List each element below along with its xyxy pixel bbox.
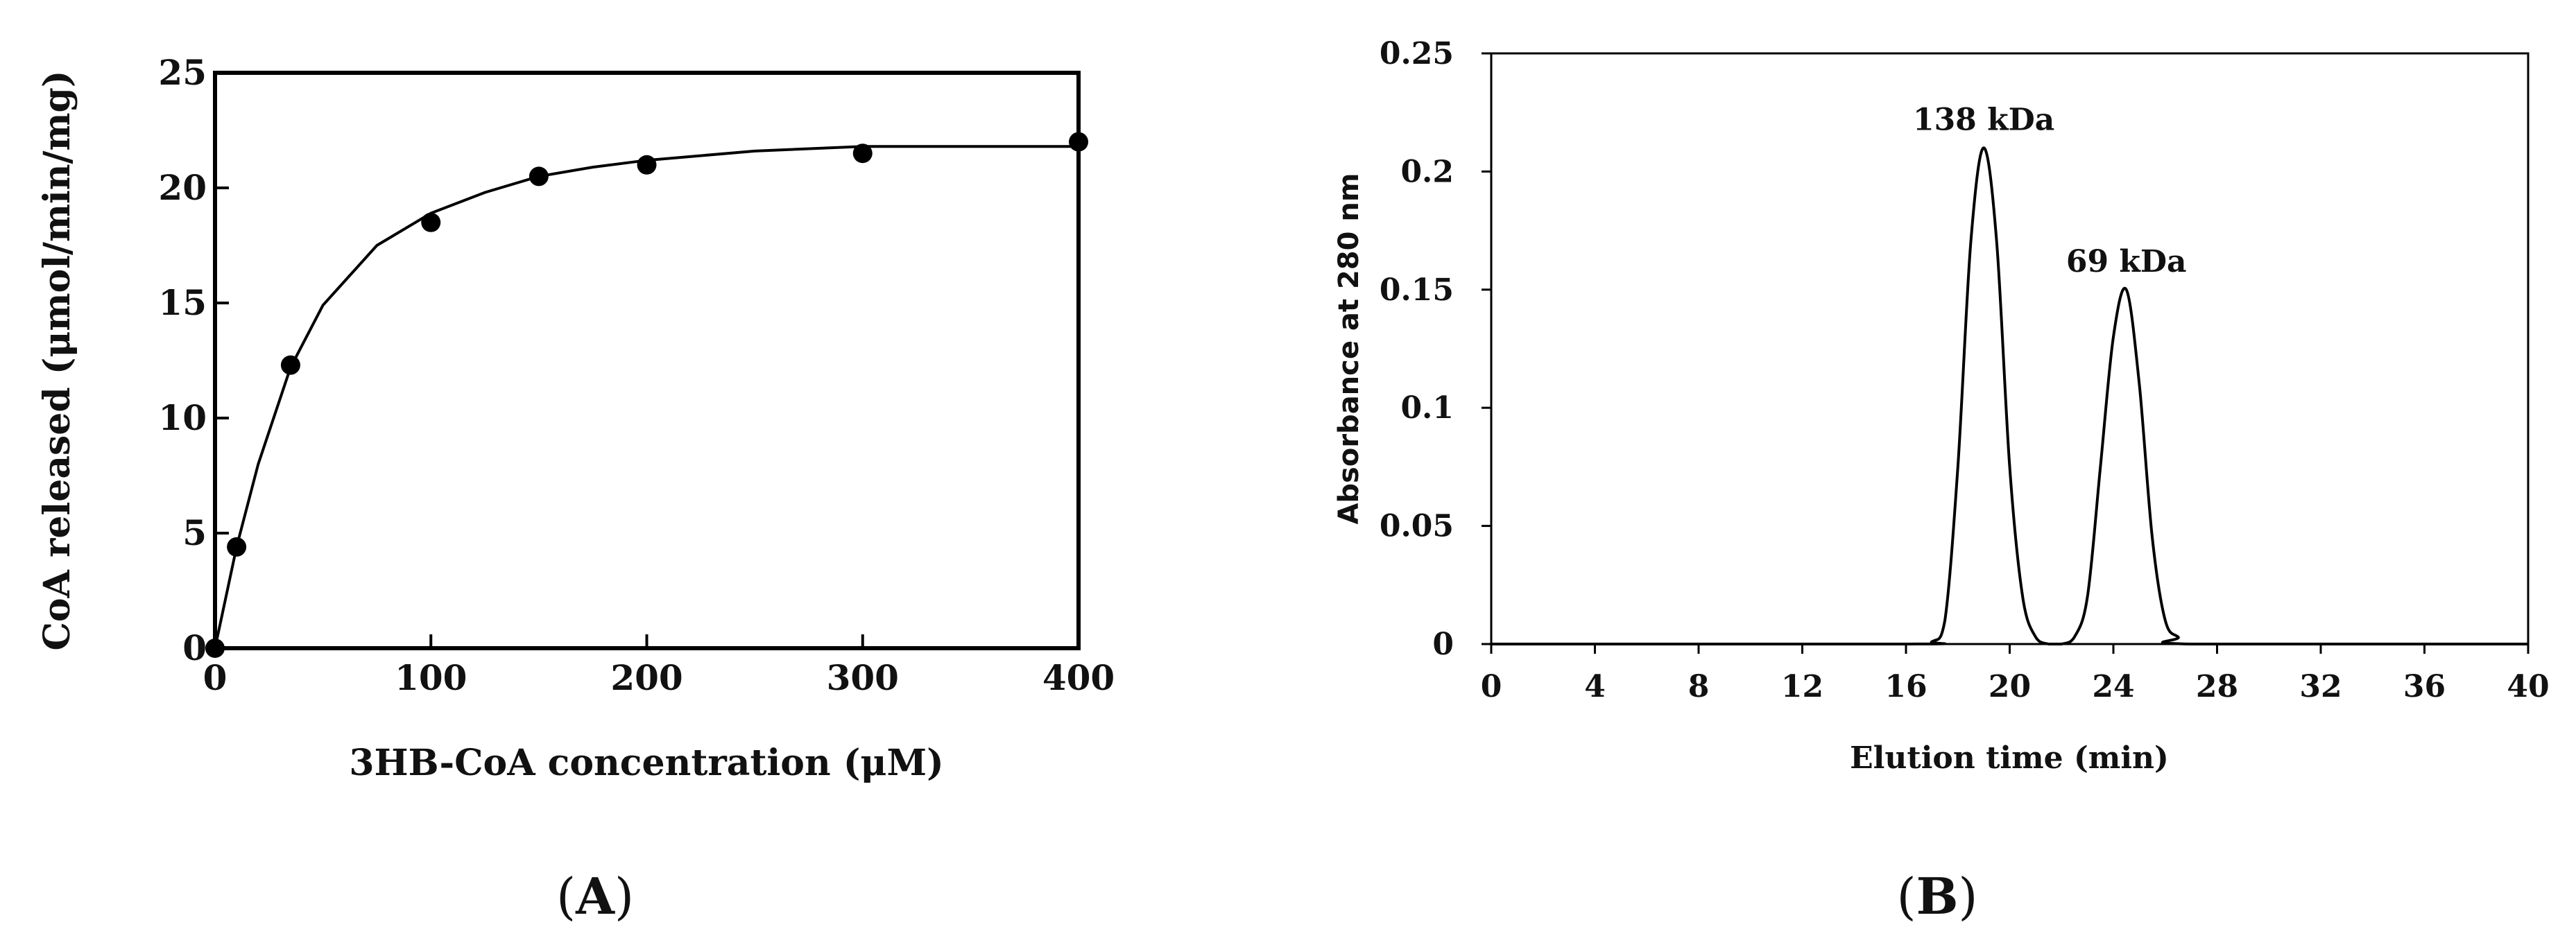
y-tick-label-a: 15 [158, 282, 207, 323]
data-point [227, 537, 247, 557]
x-tick-label-a: 200 [610, 657, 682, 698]
panel-letter-a: A [575, 867, 615, 926]
plot-frame-b [1490, 52, 2530, 645]
y-axis-title-b: Absorbance at 280 nm [1333, 173, 1365, 524]
x-tick-label-a: 400 [1042, 657, 1115, 698]
y-axis-ticks-b: 0 0.05 0.1 0.15 0.2 0.25 [1380, 36, 1491, 662]
data-point [637, 155, 657, 175]
panel-label-b: (B) [1896, 867, 1977, 926]
x-axis-title-a: 3HB-CoA concentration (μM) [349, 742, 943, 784]
x-tick-label-b: 24 [2092, 669, 2134, 704]
y-tick-label-a: 25 [158, 52, 207, 93]
x-tick-label-b: 32 [2299, 669, 2342, 704]
y-tick-label-a: 20 [158, 167, 207, 208]
data-point [529, 166, 549, 186]
peak-label: 69 kDa [2066, 244, 2187, 279]
peak-label: 138 kDa [1913, 102, 2054, 137]
x-axis-ticks-b: 0 4 8 12 16 20 24 28 32 36 40 [1481, 644, 2550, 704]
fit-curve [214, 145, 1079, 649]
x-tick-label-a: 300 [827, 657, 899, 698]
data-point [421, 212, 441, 232]
y-tick-label-b: 0.1 [1400, 390, 1454, 426]
x-tick-label-a: 0 [203, 657, 227, 698]
panel-label-a: (A) [556, 867, 634, 926]
x-tick-label-b: 0 [1481, 669, 1502, 704]
data-point [280, 355, 300, 375]
y-tick-label-b: 0.15 [1380, 272, 1454, 308]
chart-panel-a: 0 5 10 15 20 25 0 100 200 300 400 3HB-CoA concent… [36, 52, 1115, 926]
y-axis-title-a: CoA released (μmol/min/mg) [36, 70, 78, 650]
data-point [852, 144, 873, 164]
x-tick-label-b: 16 [1884, 669, 1927, 704]
chromatogram-line [1491, 146, 2528, 646]
y-tick-label-a: 0 [182, 627, 207, 668]
x-tick-label-b: 8 [1688, 669, 1710, 704]
peak-annotations: 138 kDa 69 kDa [1913, 102, 2187, 279]
y-tick-label-b: 0.25 [1380, 36, 1454, 71]
y-tick-label-b: 0 [1432, 627, 1454, 662]
y-tick-label-a: 5 [182, 512, 207, 553]
x-tick-label-b: 4 [1584, 669, 1606, 704]
data-points-a [205, 132, 1088, 658]
x-tick-label-b: 12 [1781, 669, 1823, 704]
data-point [1069, 132, 1088, 152]
chart-panel-b: 00.050.10.150.20.25 0 4 8 12 16 20 24 28 32 36 40 … [1333, 36, 2550, 926]
x-tick-label-b: 20 [1989, 669, 2031, 704]
data-point [205, 639, 225, 658]
y-tick-label-b: 0.2 [1400, 154, 1454, 189]
panel-letter-b: B [1916, 867, 1959, 926]
x-axis-title-b: Elution time (min) [1850, 740, 2169, 776]
x-tick-label-b: 36 [2403, 669, 2446, 704]
x-tick-label-b: 40 [2507, 669, 2549, 704]
x-tick-label-b: 28 [2196, 669, 2238, 704]
x-axis-ticks-a: 0 100 200 300 400 [203, 634, 1115, 698]
y-tick-label-b: 0.05 [1380, 509, 1454, 544]
y-tick-label-a: 10 [158, 397, 207, 438]
x-tick-label-a: 100 [395, 657, 467, 698]
y-axis-ticks-a: 0 5 10 15 20 25 [158, 52, 229, 668]
